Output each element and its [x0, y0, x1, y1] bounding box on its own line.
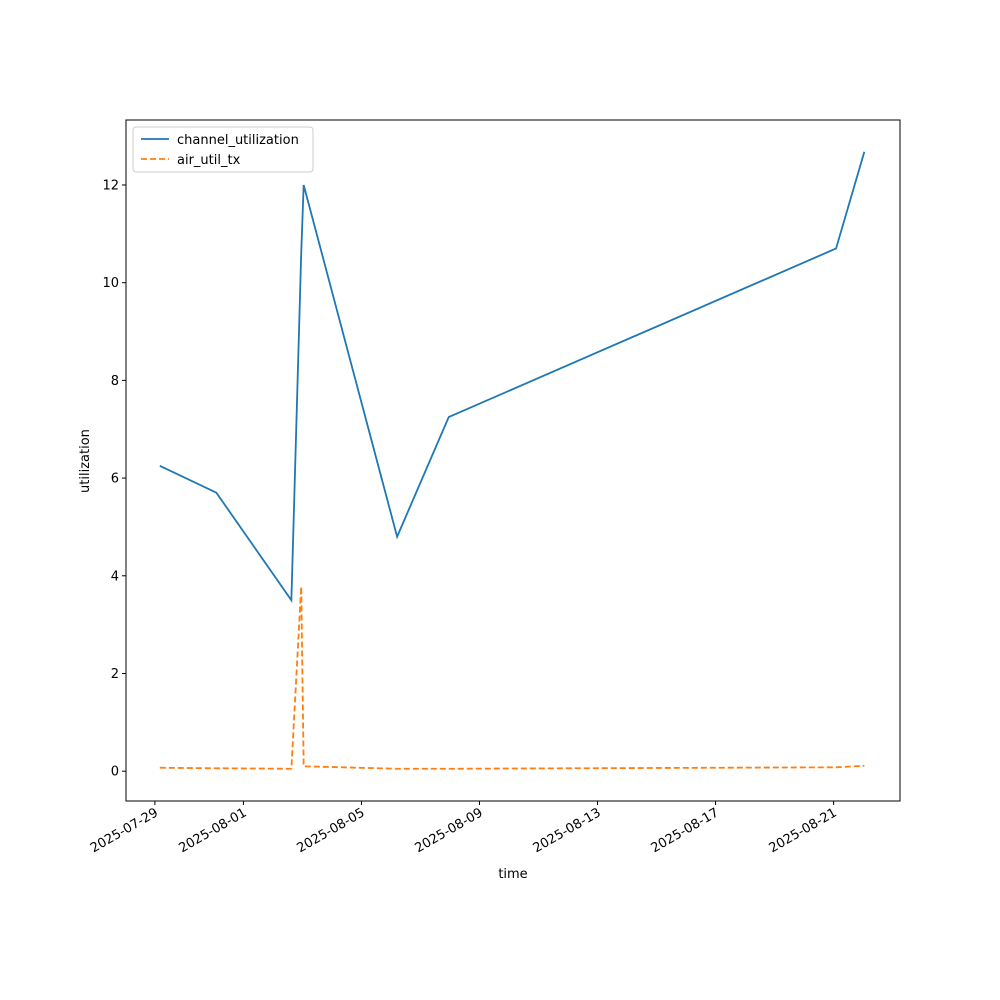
legend-label: channel_utilization — [177, 133, 299, 148]
x-tick-label: 2025-08-13 — [531, 805, 604, 856]
y-tick-label: 4 — [111, 569, 119, 584]
x-tick-label: 2025-07-29 — [88, 805, 161, 856]
x-axis-label: time — [498, 867, 527, 882]
y-tick-label: 0 — [111, 765, 119, 780]
x-tick-label: 2025-08-01 — [176, 805, 249, 856]
series-line — [159, 151, 866, 603]
y-tick-label: 10 — [102, 276, 119, 291]
y-tick-label: 8 — [111, 374, 119, 389]
x-tick-label: 2025-08-17 — [649, 805, 722, 856]
legend-label: air_util_tx — [177, 153, 241, 168]
y-axis-label: utilization — [78, 429, 93, 493]
series-line — [159, 586, 865, 770]
legend-box — [132, 126, 314, 173]
x-tick-label: 2025-08-21 — [767, 805, 840, 856]
y-tick-label: 12 — [102, 178, 119, 193]
plot-frame — [125, 119, 901, 802]
y-tick-label: 2 — [111, 667, 119, 682]
x-tick-label: 2025-08-05 — [295, 805, 368, 856]
y-tick-label: 6 — [111, 472, 119, 487]
x-tick-label: 2025-08-09 — [413, 805, 486, 856]
